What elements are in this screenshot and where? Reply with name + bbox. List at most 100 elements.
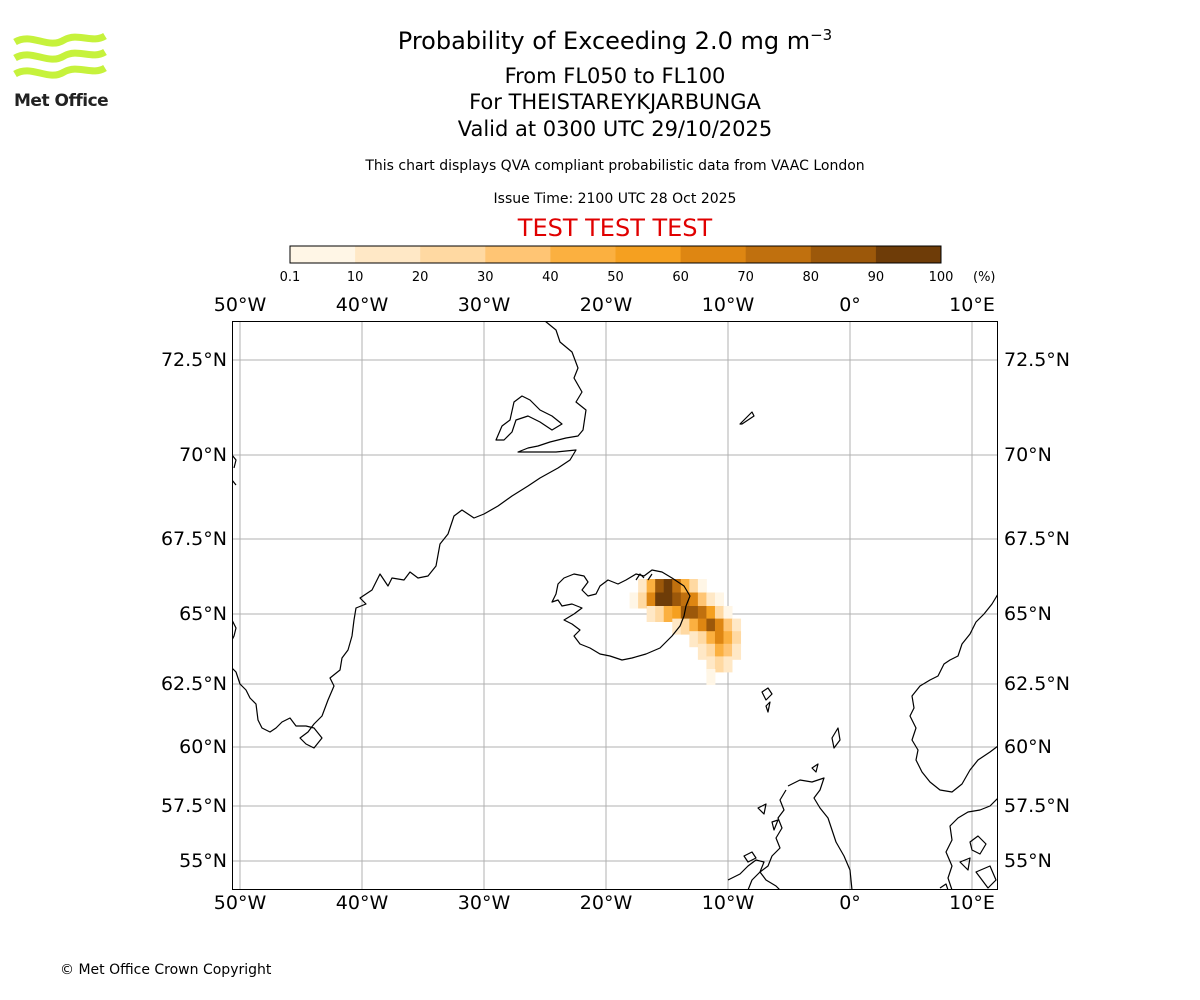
ash-plume (629, 579, 742, 685)
plume-cell (714, 643, 724, 660)
plume-cell (723, 606, 733, 622)
colorbar-tick-label: 90 (867, 270, 885, 285)
longitude-label: 20°W (579, 892, 633, 914)
plume-cell (697, 592, 707, 609)
plume-cell (646, 606, 656, 622)
plume-cell (680, 592, 690, 609)
latitude-label: 55°N (1004, 850, 1052, 872)
volcano-name: For THEISTAREYKJARBUNGA (469, 90, 761, 114)
plume-cell (723, 631, 733, 648)
longitude-label: 40°W (335, 294, 389, 316)
plume-cell (706, 618, 716, 635)
plume-cell (732, 618, 742, 635)
plume-cell (723, 643, 733, 660)
latitude-label: 65°N (179, 603, 227, 625)
plume-cell (638, 579, 648, 595)
plume-cell (732, 631, 742, 648)
coast-greenland (232, 321, 587, 749)
plume-cell (646, 579, 656, 595)
plume-cell (723, 656, 733, 673)
plume-cell (706, 669, 716, 685)
chart-title-text: Probability of Exceeding 2.0 mg m (397, 27, 811, 55)
colorbar-frame (289, 245, 942, 264)
colorbar-tick-label: 10 (346, 270, 364, 285)
plume-cell (689, 631, 699, 648)
latitude-label: 62.5°N (1004, 673, 1071, 695)
longitude-label: 50°W (213, 294, 267, 316)
coast-great-britain (759, 777, 853, 890)
logo-wave-1 (13, 32, 107, 47)
copyright-notice: © Met Office Crown Copyright (60, 962, 272, 978)
latitude-label: 67.5°N (1004, 528, 1071, 550)
gridlines (232, 321, 998, 890)
plume-cell (714, 656, 724, 673)
plume-cell (680, 579, 690, 595)
colorbar-cell (550, 246, 616, 263)
colorbar-tick-label: 80 (802, 270, 820, 285)
plume-cell (714, 618, 724, 635)
colorbar-tick-label: 100 (928, 270, 954, 285)
plume-cell (655, 606, 665, 622)
coast-iceland (551, 569, 691, 661)
plume-cell (629, 592, 639, 609)
logo-wave-2 (13, 48, 107, 63)
latitude-label: 60°N (179, 736, 227, 758)
latitude-label: 57.5°N (1004, 795, 1071, 817)
plume-cell (689, 618, 699, 635)
plume-cell (706, 643, 716, 660)
plume-cell (680, 606, 690, 622)
plume-cell (714, 631, 724, 648)
test-banner: TEST TEST TEST (517, 214, 713, 242)
plume-cell (706, 631, 716, 648)
colorbar-tick-label: 0.1 (279, 270, 301, 285)
plume-cell (655, 579, 665, 595)
plume-cell (689, 606, 699, 622)
chart-title: Probability of Exceeding 2.0 mg m−3 (0, 26, 1200, 55)
longitude-label: 50°W (213, 892, 267, 914)
plume-cell (646, 592, 656, 609)
longitude-label: 0° (839, 892, 861, 914)
colorbar-tick-label: 70 (737, 270, 754, 285)
plume-cell (714, 606, 724, 622)
latitude-label: 72.5°N (160, 349, 227, 371)
latitude-label: 65°N (1004, 603, 1052, 625)
colorbar-cell (615, 246, 682, 263)
colorbar-cell (810, 246, 877, 263)
coast-faroe (761, 687, 773, 713)
met-office-logo-text: Met Office (14, 91, 109, 111)
colorbar-cell (745, 246, 812, 263)
longitude-label: 10°E (949, 294, 995, 316)
plume-cell (706, 606, 716, 622)
plume-cell (672, 579, 682, 595)
qva-note: This chart displays QVA compliant probab… (365, 158, 865, 174)
colorbar-unit: (%) (973, 270, 996, 285)
plume-cell (663, 592, 673, 609)
colorbar-tick-label: 60 (672, 270, 689, 285)
colorbar-cell (680, 246, 747, 263)
plume-cell (672, 618, 682, 635)
colorbar-tick-label: 20 (411, 270, 429, 285)
valid-time: Valid at 0300 UTC 29/10/2025 (457, 117, 773, 141)
plume-cell (723, 618, 733, 635)
plume-cell (689, 592, 699, 609)
logo-waves (13, 32, 107, 79)
plume-cell (697, 643, 707, 660)
plume-cell (697, 631, 707, 648)
longitude-label: 40°W (335, 892, 389, 914)
longitude-label: 30°W (457, 294, 511, 316)
latitude-label: 70°N (1004, 444, 1052, 466)
latitude-label: 57.5°N (160, 795, 227, 817)
colorbar-cell (875, 246, 942, 263)
latitude-label: 70°N (179, 444, 227, 466)
latitude-label: 72.5°N (1004, 349, 1071, 371)
issue-time: Issue Time: 2100 UTC 28 Oct 2025 (493, 191, 737, 207)
flight-levels: From FL050 to FL100 (504, 64, 726, 88)
plume-cell (680, 618, 690, 635)
plume-cell (663, 579, 673, 595)
coastlines (232, 321, 998, 890)
chart-title-exponent: −3 (810, 26, 833, 44)
colorbar-cell (420, 246, 486, 263)
plume-cell (697, 618, 707, 635)
met-office-logo-waves-icon (13, 32, 107, 79)
